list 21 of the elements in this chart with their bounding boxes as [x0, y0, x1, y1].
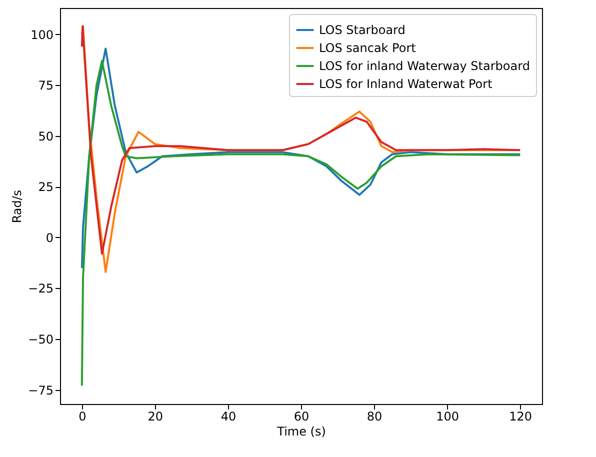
y-tick-label: 75 — [38, 78, 54, 93]
x-tick-label: 0 — [78, 410, 86, 424]
y-tick-label: −75 — [28, 383, 54, 398]
y-tick-label: 100 — [30, 28, 54, 42]
x-tick-label: 100 — [436, 410, 460, 424]
x-tick-label: 60 — [294, 410, 310, 424]
y-tick-label: 25 — [38, 180, 54, 194]
y-tick-label: −50 — [28, 332, 54, 347]
x-tick-label: 20 — [148, 410, 164, 424]
legend-label: LOS for Inland Waterwat Port — [319, 77, 493, 91]
x-axis-title: Time (s) — [276, 424, 326, 438]
y-tick-label: −25 — [28, 282, 54, 296]
x-tick-label: 40 — [220, 410, 236, 424]
legend-label: LOS sancak Port — [319, 41, 416, 55]
x-tick-label: 120 — [509, 410, 532, 424]
y-tick-label: 50 — [38, 129, 54, 144]
y-axis-title: Rad/s — [10, 190, 24, 224]
legend-label: LOS for inland Waterway Starboard — [319, 59, 530, 73]
legend-label: LOS Starboard — [319, 23, 406, 37]
x-tick-label: 80 — [366, 410, 382, 424]
y-tick-label: 0 — [46, 230, 54, 245]
